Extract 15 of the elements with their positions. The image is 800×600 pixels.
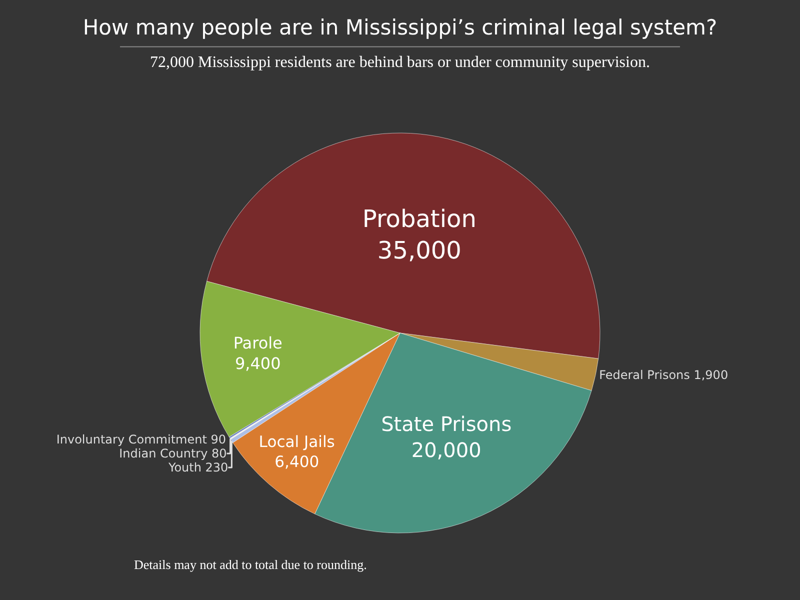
- data-label: 9,400: [234, 354, 281, 374]
- slice-label: Local Jails: [258, 432, 335, 451]
- slice-label: Indian Country 80: [119, 446, 227, 460]
- slice-label: Probation: [362, 205, 476, 234]
- text: Details may not add to total due to rounding.: [134, 557, 367, 572]
- slice-label: Parole: [233, 333, 282, 352]
- slice-label: Federal Prisons 1,900: [599, 368, 728, 382]
- slice-label: Youth 230: [167, 460, 228, 474]
- slice-label: State Prisons: [381, 412, 512, 436]
- data-label: 35,000: [377, 236, 462, 264]
- chart-subtitle: 72,000 Mississippi residents are behind bars or under community supervision.: [150, 54, 650, 71]
- slice-label: Involuntary Commitment 90: [56, 432, 226, 446]
- data-label: 6,400: [274, 453, 320, 472]
- chart-title: How many people are in Mississippi’s criminal legal system?: [82, 15, 718, 40]
- data-label: 20,000: [411, 438, 482, 462]
